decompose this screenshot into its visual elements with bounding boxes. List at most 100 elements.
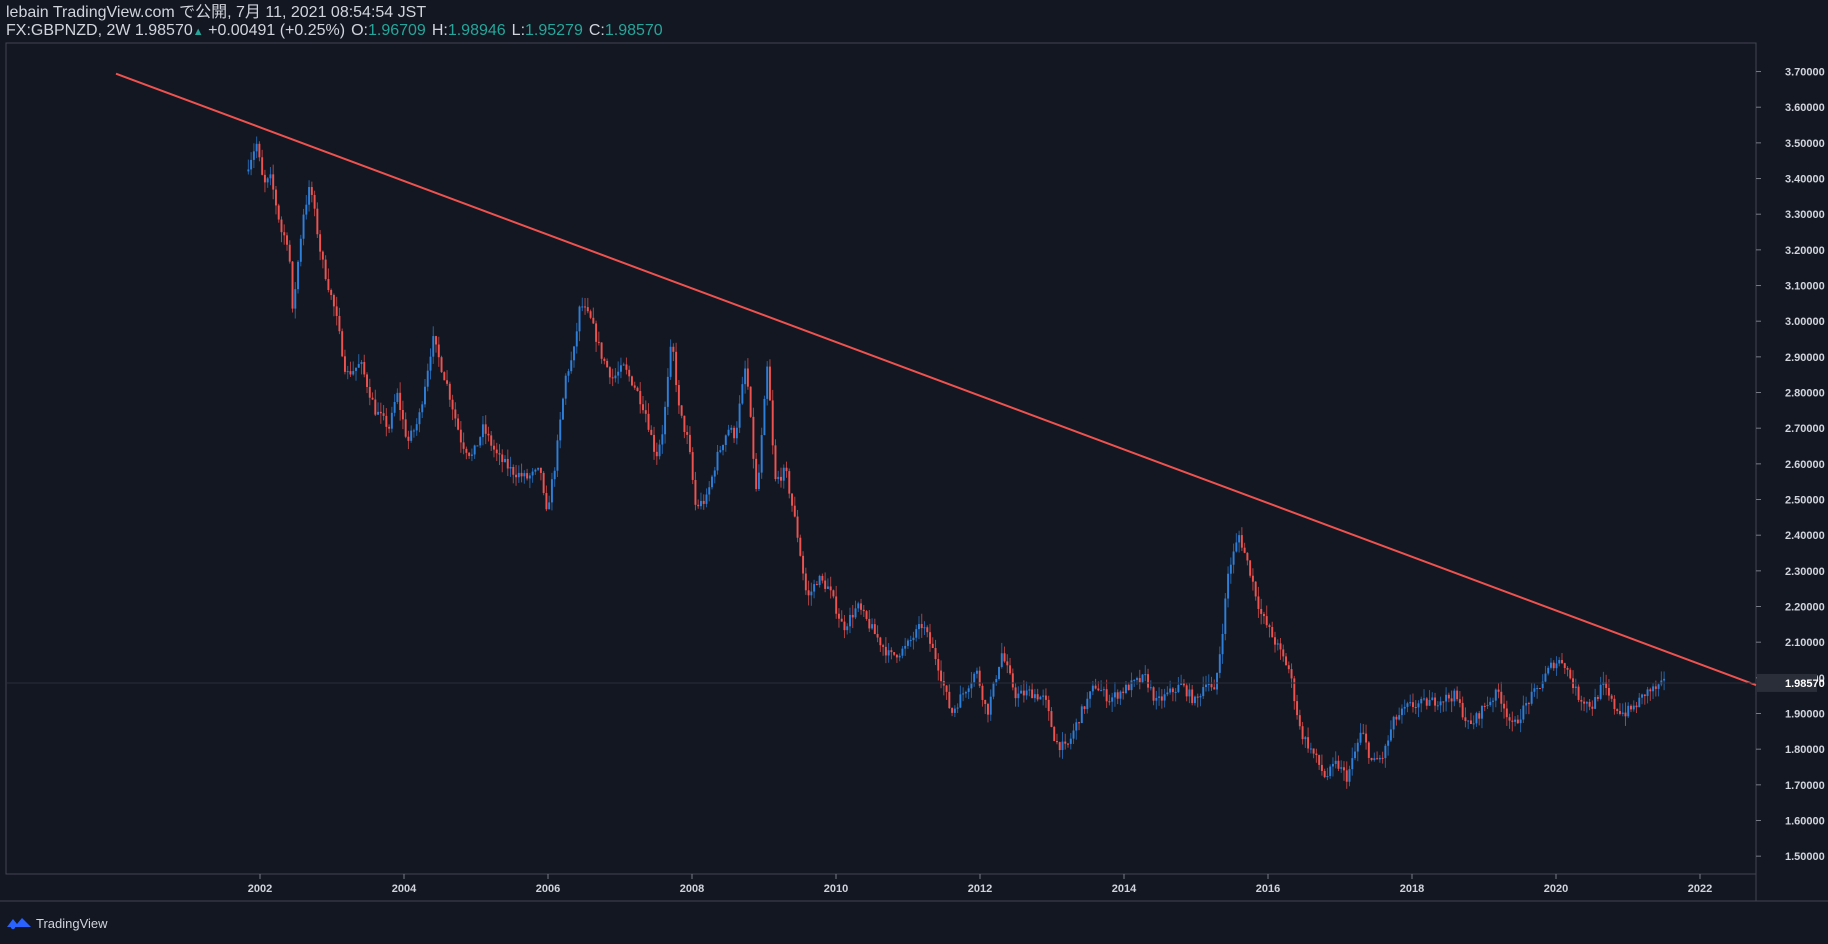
candle-body [1227, 573, 1230, 599]
candle-body [1240, 535, 1243, 548]
candle-body [272, 174, 275, 190]
candle-body [1210, 684, 1213, 688]
candle-body [884, 646, 887, 656]
candle-body [280, 219, 283, 233]
candle-body [837, 613, 840, 619]
candle-body [733, 427, 736, 439]
candle-body [1505, 708, 1508, 718]
candle-body [699, 500, 702, 507]
candle-body [780, 476, 782, 481]
candle-body [570, 360, 573, 372]
candle-body [821, 575, 824, 581]
candle-body [766, 366, 769, 399]
candle-body [619, 365, 622, 372]
open-label: O: [351, 22, 368, 39]
y-tick-label: 2.50000 [1785, 495, 1825, 507]
candle-body [1160, 696, 1163, 701]
candle-body [473, 445, 476, 455]
trendline[interactable] [115, 72, 1757, 686]
candle-body [1119, 691, 1122, 699]
candle-body [1618, 710, 1621, 714]
candle-body [628, 369, 631, 377]
candle-body [562, 398, 564, 420]
candle-body [691, 452, 694, 480]
candle-body [962, 693, 965, 695]
candle-body [1508, 717, 1511, 721]
candle-body [1056, 740, 1058, 743]
candle-body [1249, 560, 1252, 576]
candle-body [250, 159, 253, 170]
candle-body [1384, 745, 1387, 759]
candle-body [374, 399, 377, 415]
candle-body [1406, 703, 1409, 707]
candle-body [639, 391, 642, 405]
y-tick-label: 3.40000 [1785, 174, 1825, 186]
candle-body [1483, 705, 1486, 707]
candle-body [953, 708, 956, 713]
candle-body [1436, 705, 1439, 707]
candle-body [1434, 697, 1437, 706]
last-price-tag [1757, 673, 1817, 692]
candle-body [849, 614, 851, 627]
candle-body [1293, 678, 1296, 702]
candle-body [584, 306, 587, 308]
candle-body [261, 157, 264, 175]
candle-body [1594, 697, 1597, 709]
candle-body [1251, 575, 1254, 582]
open-value: 1.96709 [367, 22, 426, 39]
candle-body [688, 434, 691, 453]
y-tick-label: 3.00000 [1785, 316, 1825, 328]
candle-body [1318, 755, 1321, 765]
candle-body [1503, 703, 1506, 709]
candle-body [1365, 733, 1368, 743]
symbol-label[interactable]: FX:GBPNZD, 2W [6, 22, 131, 39]
candle-body [1549, 662, 1552, 668]
x-tick-label: 2004 [392, 883, 417, 895]
candle-body [258, 143, 261, 158]
candle-body [283, 232, 286, 236]
candle-body [1417, 703, 1420, 708]
candle-body [705, 494, 708, 504]
y-tick-label: 2.30000 [1785, 566, 1825, 578]
candle-body [1133, 679, 1136, 681]
candle-body [777, 476, 780, 480]
candle-body [575, 331, 578, 347]
candle-body [906, 640, 909, 646]
candle-body [636, 387, 639, 392]
candle-body [545, 492, 548, 510]
candle-body [1124, 684, 1127, 694]
candle-body [1563, 663, 1566, 668]
candle-body [1238, 535, 1241, 543]
candle-body [1166, 692, 1169, 695]
candle-body [537, 467, 540, 470]
candle-body [1196, 696, 1199, 698]
candle-body [1494, 689, 1497, 701]
footer-brand[interactable]: TradingView [6, 915, 108, 931]
last-price: 1.98570 [134, 22, 193, 39]
candle-body [1660, 680, 1663, 685]
x-tick-label: 2020 [1544, 883, 1568, 895]
candle-body [1044, 695, 1047, 700]
candle-body [1652, 686, 1655, 692]
candle-body [1033, 694, 1036, 699]
candle-body [1354, 751, 1356, 759]
candle-body [1287, 665, 1290, 670]
y-tick-label: 2.10000 [1785, 637, 1825, 649]
candle-body [498, 453, 501, 455]
symbol-line: FX:GBPNZD, 2W 1.98570 ▲ +0.00491 (+0.25%)… [6, 22, 663, 41]
candle-body [1663, 678, 1666, 681]
candle-body [871, 624, 874, 629]
candle-body [1428, 699, 1431, 706]
candle-body [1279, 643, 1282, 650]
candle-body [642, 404, 644, 411]
x-tick-label: 2006 [536, 883, 560, 895]
candle-body [981, 685, 984, 700]
candle-body [815, 584, 818, 586]
high-label: H: [431, 22, 448, 39]
candle-body [1111, 697, 1114, 702]
candle-body [697, 504, 700, 507]
candle-body [1094, 685, 1097, 689]
candle-body [1182, 683, 1185, 686]
